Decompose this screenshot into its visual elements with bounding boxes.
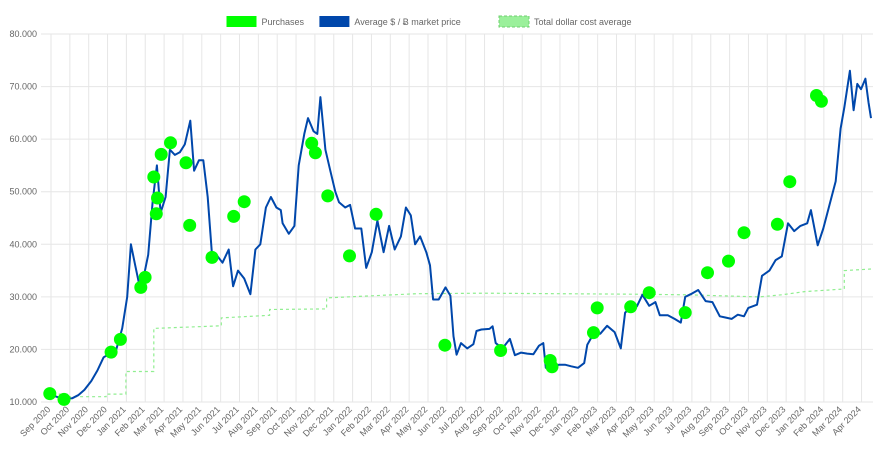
legend-label: Average $ / Ƀ market price — [354, 17, 460, 27]
purchase-point[interactable] — [43, 387, 57, 401]
purchase-point[interactable] — [147, 170, 161, 184]
purchase-point[interactable] — [104, 345, 118, 359]
legend-label: Total dollar cost average — [534, 17, 632, 27]
series-total-dollar-cost-average — [46, 268, 872, 398]
purchase-point[interactable] — [722, 254, 735, 268]
purchase-point[interactable] — [149, 207, 163, 221]
legend-swatch — [498, 15, 530, 28]
purchase-point[interactable] — [308, 146, 322, 160]
y-tick-label: 30.000 — [9, 292, 37, 302]
purchase-point[interactable] — [321, 189, 335, 203]
plot-area — [43, 69, 872, 406]
y-tick-label: 80.000 — [9, 29, 37, 39]
purchase-point[interactable] — [624, 300, 638, 314]
purchase-point[interactable] — [227, 209, 241, 223]
legend-swatch — [226, 16, 257, 27]
y-axis: 10.000 20.000 30.000 40.000 50.000 60.000 70.0… — [9, 29, 37, 407]
purchase-point[interactable] — [179, 156, 193, 170]
legend-item[interactable]: Purchases — [226, 16, 305, 27]
y-tick-label: 50.000 — [9, 187, 37, 197]
purchase-point[interactable] — [113, 332, 127, 346]
purchase-point[interactable] — [701, 266, 714, 280]
purchase-point[interactable] — [545, 360, 559, 374]
legend-item[interactable]: Average $ / Ƀ market price — [319, 16, 461, 27]
purchase-point[interactable] — [205, 250, 219, 264]
y-tick-label: 60.000 — [9, 134, 37, 144]
legend[interactable]: Purchases Average $ / Ƀ market price Total… — [226, 15, 632, 28]
purchase-point[interactable] — [57, 392, 71, 406]
y-tick-label: 40.000 — [9, 239, 37, 249]
purchase-point[interactable] — [154, 147, 168, 161]
purchase-point[interactable] — [590, 301, 604, 315]
purchase-point[interactable] — [678, 306, 692, 320]
y-tick-label: 10.000 — [9, 397, 37, 407]
y-tick-label: 70.000 — [9, 82, 37, 92]
purchase-point[interactable] — [438, 338, 452, 352]
purchase-point[interactable] — [770, 217, 784, 231]
purchase-point[interactable] — [183, 218, 197, 232]
purchase-point[interactable] — [134, 280, 148, 294]
purchase-point[interactable] — [151, 191, 164, 205]
purchase-point[interactable] — [237, 195, 251, 209]
purchase-point[interactable] — [369, 207, 383, 221]
chart-grid — [41, 33, 873, 403]
legend-item[interactable]: Total dollar cost average — [498, 15, 632, 28]
purchase-point[interactable] — [587, 326, 600, 340]
purchase-point[interactable] — [783, 175, 797, 189]
purchase-point[interactable] — [494, 344, 508, 357]
purchase-point[interactable] — [642, 286, 656, 300]
purchase-point[interactable] — [814, 94, 828, 108]
series-market-price — [46, 69, 872, 400]
purchase-point[interactable] — [737, 226, 751, 240]
purchase-point[interactable] — [164, 136, 177, 150]
y-tick-label: 20.000 — [9, 344, 37, 354]
legend-label: Purchases — [262, 17, 305, 27]
purchase-point[interactable] — [343, 249, 356, 263]
legend-swatch — [319, 16, 350, 27]
purchase-point[interactable] — [138, 270, 152, 284]
